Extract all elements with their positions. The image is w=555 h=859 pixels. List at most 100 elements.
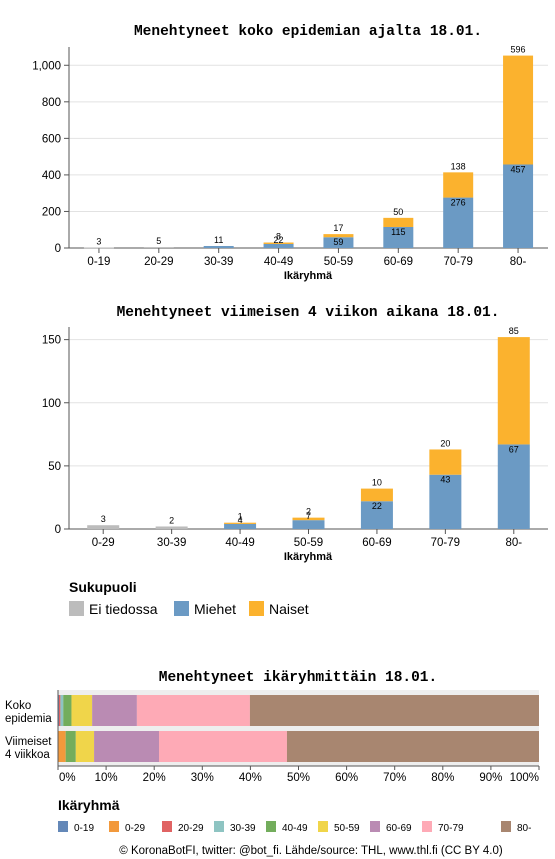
x-tick-label: 80- <box>505 537 522 549</box>
age-legend-swatch <box>58 821 68 832</box>
bar-naiset <box>497 337 530 445</box>
row-label: 4 viikkoa <box>5 749 50 761</box>
segment-50-59 <box>71 695 93 726</box>
age-legend-label: 40-49 <box>282 823 308 834</box>
segment-30-39 <box>60 695 64 726</box>
segment-60-69 <box>92 695 137 726</box>
segment-60-69 <box>94 731 160 762</box>
bar-ei-tiedossa <box>83 247 114 249</box>
bar-miehet <box>497 444 530 529</box>
age-legend-title: Ikäryhmä <box>58 797 120 813</box>
x-tick-label: 60-69 <box>384 256 413 268</box>
y-tick-label: 1,000 <box>32 60 61 72</box>
data-label-total: 8 <box>276 232 281 242</box>
data-label-total: 10 <box>372 478 382 488</box>
bar-naiset <box>292 517 325 521</box>
y-tick-label: 50 <box>48 461 61 473</box>
segment-70-79 <box>136 695 250 726</box>
segment-40-49 <box>65 731 76 762</box>
age-legend: 0-19 0-29 20-29 30-39 40-49 50-59 60-69 70-79 80… <box>58 821 531 834</box>
bar-miehet <box>429 474 462 529</box>
data-label-men: 43 <box>440 475 450 485</box>
x-tick-label: 60-69 <box>362 537 391 549</box>
bar-naiset <box>383 217 414 227</box>
chart2-plot: 0 50 100 150 0-29 30-39 40-49 50-59 60-69 70-79 80… <box>42 326 548 549</box>
data-label-total: 3 <box>96 236 101 246</box>
age-legend-label: 30-39 <box>230 823 256 834</box>
y-tick-label: 400 <box>42 170 61 182</box>
bar-naiset <box>323 234 354 238</box>
x-tick-label: 30% <box>191 772 214 784</box>
data-label-total: 5 <box>156 236 161 246</box>
age-legend-label: 80- <box>517 823 531 834</box>
bar-ei-tiedossa <box>155 526 188 529</box>
bar-miehet <box>263 243 294 248</box>
bar-miehet <box>383 226 414 248</box>
chart3-title: Menehtyneet ikäryhmittäin 18.01. <box>159 670 437 686</box>
x-tick-label: 20-29 <box>144 256 173 268</box>
age-legend-swatch <box>501 821 511 832</box>
data-label-total: 11 <box>214 235 223 245</box>
y-tick-label: 200 <box>42 206 61 218</box>
legend-label: Ei tiedossa <box>89 601 158 617</box>
row-label: Koko <box>5 700 31 712</box>
segment-80- <box>286 731 539 762</box>
source-footer: © KoronaBotFI, twitter: @bot_fi. Lähde/s… <box>119 845 503 857</box>
x-tick-label: 50% <box>287 772 310 784</box>
age-legend-label: 60-69 <box>386 823 412 834</box>
data-label-total: 17 <box>333 223 343 233</box>
data-label-men: 115 <box>391 227 405 237</box>
bar-naiset <box>360 488 393 502</box>
segment-40-49 <box>63 695 72 726</box>
y-tick-label: 800 <box>42 97 61 109</box>
row-label: Viimeiset <box>5 736 52 748</box>
data-label-men: 276 <box>451 198 466 208</box>
data-label-men: 4 <box>238 515 243 525</box>
legend-label: Naiset <box>269 601 309 617</box>
age-legend-swatch <box>109 821 119 832</box>
bar-miehet <box>443 197 474 248</box>
age-legend-swatch <box>370 821 380 832</box>
x-tick-label: 40% <box>239 772 262 784</box>
data-label-total: 1 <box>238 512 243 522</box>
age-legend-label: 0-19 <box>74 823 94 834</box>
legend-swatch-unknown <box>69 601 84 616</box>
bar-naiset <box>503 55 534 165</box>
y-tick-label: 100 <box>42 398 61 410</box>
chart2-xlabel: Ikäryhmä <box>284 551 333 563</box>
bar-miehet <box>203 245 234 248</box>
x-tick-label: 70-79 <box>431 537 460 549</box>
age-legend-label: 20-29 <box>178 823 204 834</box>
x-tick-label: 40-49 <box>225 537 254 549</box>
segment-20-29 <box>58 695 61 726</box>
bar-miehet <box>503 164 534 248</box>
age-legend-label: 50-59 <box>334 823 360 834</box>
data-label-total: 85 <box>509 326 519 336</box>
chart1-xlabel: Ikäryhmä <box>284 270 333 282</box>
chart2-title: Menehtyneet viimeisen 4 viikon aikana 18… <box>117 305 500 321</box>
bar-naiset <box>224 522 257 524</box>
y-tick-label: 0 <box>55 243 61 255</box>
bar-miehet <box>292 520 325 529</box>
x-tick-label: 80% <box>431 772 454 784</box>
x-tick-label: 90% <box>479 772 502 784</box>
data-label-total: 596 <box>511 45 526 55</box>
x-tick-label: 50-59 <box>294 537 323 549</box>
x-tick-label: 100% <box>510 772 539 784</box>
data-label-total: 138 <box>451 161 466 171</box>
age-legend-swatch <box>422 821 432 832</box>
y-tick-label: 0 <box>55 524 61 536</box>
gender-legend-title: Sukupuoli <box>69 579 137 595</box>
x-tick-label: 0% <box>59 772 76 784</box>
legend-swatch-women <box>249 601 264 616</box>
segment-50-59 <box>75 731 95 762</box>
x-tick-label: 60% <box>335 772 358 784</box>
x-tick-label: 10% <box>95 772 118 784</box>
bar-naiset <box>263 242 294 244</box>
bar-miehet <box>323 237 354 248</box>
data-label-men: 59 <box>333 237 343 247</box>
x-tick-label: 20% <box>143 772 166 784</box>
x-tick-label: 80- <box>510 256 527 268</box>
